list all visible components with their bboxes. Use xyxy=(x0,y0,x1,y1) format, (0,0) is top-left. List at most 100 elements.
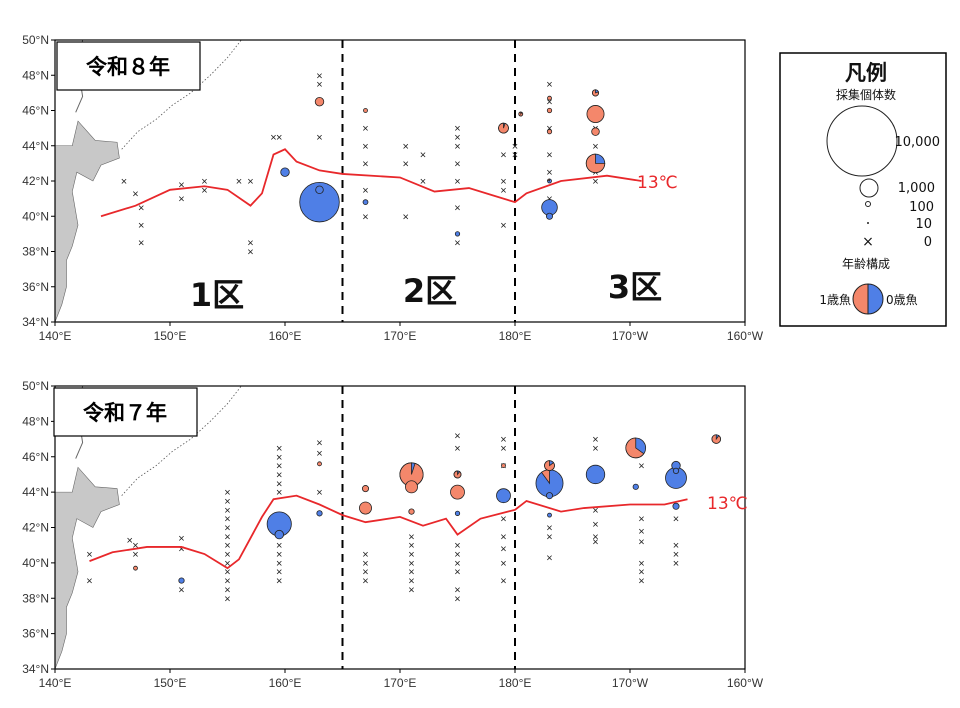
lon-tick-label: 160°W xyxy=(727,329,764,343)
catch-pie-marker xyxy=(405,480,418,494)
zero-catch-marker: × xyxy=(247,247,253,259)
lon-tick-label: 160°E xyxy=(269,676,302,690)
zero-catch-marker: × xyxy=(454,158,460,170)
lat-tick-label: 38°N xyxy=(22,591,49,605)
zero-catch-marker: × xyxy=(592,537,598,549)
zero-catch-marker: × xyxy=(362,211,368,223)
lat-tick-label: 48°N xyxy=(22,414,49,428)
zero-catch-marker: × xyxy=(276,487,282,499)
panel-reiwa8-content: ×××××××××× ×××× ××××××××××××××××××××××××××… xyxy=(55,40,642,322)
panel-reiwa8-axes: 50°N 48°N 46°N 44°N 42°N 40°N 38°N 36°N 34°N140°… xyxy=(22,33,764,343)
zero-catch-marker: × xyxy=(500,150,506,162)
legend-circle-10000 xyxy=(826,105,898,177)
zero-catch-marker: × xyxy=(224,523,230,535)
zero-catch-marker: × xyxy=(224,540,230,552)
legend-circle-10 xyxy=(867,222,869,224)
lon-tick-label: 180°E xyxy=(499,329,532,343)
zero-catch-marker: × xyxy=(592,519,598,531)
lat-tick-label: 46°N xyxy=(22,104,49,118)
zero-catch-marker: × xyxy=(270,132,276,144)
zero-catch-marker: × xyxy=(224,496,230,508)
panel-reiwa7: ××× ×××××××××××××××××××××××××××××××××××××… xyxy=(22,379,764,690)
zero-catch-marker: × xyxy=(132,540,138,552)
panel-reiwa7-axes: 50°N 48°N 46°N 44°N 42°N 40°N 38°N 36°N 34°N140°… xyxy=(22,379,764,690)
zone-label-3: 3区 xyxy=(608,268,662,306)
catch-pie-marker xyxy=(672,467,680,475)
legend-circle-1000 xyxy=(859,178,879,198)
lat-tick-label: 36°N xyxy=(22,280,49,294)
catch-pie-marker xyxy=(625,437,647,459)
panel-reiwa8-badge: 令和８年 xyxy=(56,41,201,91)
zero-catch-marker: × xyxy=(673,540,679,552)
zero-catch-marker: × xyxy=(316,448,322,460)
zero-catch-marker: × xyxy=(362,567,368,579)
zero-catch-marker: × xyxy=(546,150,552,162)
zero-catch-marker: × xyxy=(224,505,230,517)
zero-catch-marker: × xyxy=(403,141,409,153)
zero-catch-marker: × xyxy=(454,238,460,250)
catch-pie-marker xyxy=(315,185,324,195)
lat-tick-label: 48°N xyxy=(22,68,49,82)
zero-catch-marker: × xyxy=(362,185,368,197)
lon-tick-label: 170°E xyxy=(384,676,417,690)
zero-catch-marker: × xyxy=(178,180,184,192)
panel-reiwa7-title: 令和７年 xyxy=(83,401,167,425)
legend-count-10000: 10,000 xyxy=(895,135,941,150)
catch-pie-marker xyxy=(547,95,552,101)
zero-catch-marker: × xyxy=(362,141,368,153)
zero-catch-marker: × xyxy=(316,487,322,499)
lat-tick-label: 36°N xyxy=(22,627,49,641)
zero-catch-marker: × xyxy=(276,478,282,490)
zero-catch-marker: × xyxy=(454,549,460,561)
zero-catch-marker: × xyxy=(178,533,184,545)
zero-catch-marker: × xyxy=(138,238,144,250)
zero-catch-marker: × xyxy=(500,220,506,232)
kuril-islands xyxy=(121,386,242,496)
zero-catch-marker: × xyxy=(276,461,282,473)
zero-catch-marker: × xyxy=(276,558,282,570)
zero-catch-marker: × xyxy=(454,132,460,144)
catch-pie-marker xyxy=(317,461,322,467)
zero-catch-marker: × xyxy=(500,531,506,543)
lat-tick-label: 44°N xyxy=(22,485,49,499)
zero-catch-marker: × xyxy=(673,549,679,561)
catch-pie-marker xyxy=(454,510,461,516)
lat-tick-label: 38°N xyxy=(22,245,49,259)
catch-pie-marker xyxy=(454,231,461,237)
catch-pie-marker xyxy=(545,212,554,220)
zero-catch-marker: × xyxy=(362,558,368,570)
zero-catch-marker: × xyxy=(512,141,518,153)
zero-catch-marker: × xyxy=(454,176,460,188)
lon-tick-label: 180°E xyxy=(499,676,532,690)
legend-circle-100 xyxy=(865,201,871,207)
catch-pie-marker xyxy=(544,460,555,471)
lat-tick-label: 50°N xyxy=(22,33,49,47)
catch-pie-marker xyxy=(316,510,323,517)
zero-catch-marker: × xyxy=(138,220,144,232)
catch-pie-marker xyxy=(133,565,138,571)
zero-catch-marker: × xyxy=(592,505,598,517)
lat-tick-label: 46°N xyxy=(22,450,49,464)
catch-pie-marker xyxy=(450,484,465,500)
lon-tick-label: 140°E xyxy=(39,676,72,690)
lon-tick-label: 150°E xyxy=(154,676,187,690)
catch-pie-marker xyxy=(672,502,680,510)
zero-catch-marker: × xyxy=(276,549,282,561)
zero-catch-marker: × xyxy=(316,79,322,91)
catch-pie-marker xyxy=(545,492,554,500)
zero-catch-marker: × xyxy=(276,132,282,144)
zero-catch-marker: × xyxy=(276,567,282,579)
panel-reiwa7-badge: 令和７年 xyxy=(53,387,198,437)
lat-tick-label: 34°N xyxy=(22,662,49,676)
catch-pie-marker xyxy=(546,107,553,114)
zero-catch-marker: × xyxy=(500,176,506,188)
catch-pie-marker xyxy=(453,470,462,479)
lat-tick-label: 50°N xyxy=(22,379,49,393)
zero-catch-marker: × xyxy=(276,576,282,588)
zero-catch-marker: × xyxy=(121,176,127,188)
zero-catch-marker: × xyxy=(224,549,230,561)
zero-catch-marker: × xyxy=(247,176,253,188)
legend-age0-label: 0歳魚 xyxy=(886,293,918,307)
lon-tick-label: 160°E xyxy=(269,329,302,343)
zero-catch-marker: × xyxy=(420,150,426,162)
